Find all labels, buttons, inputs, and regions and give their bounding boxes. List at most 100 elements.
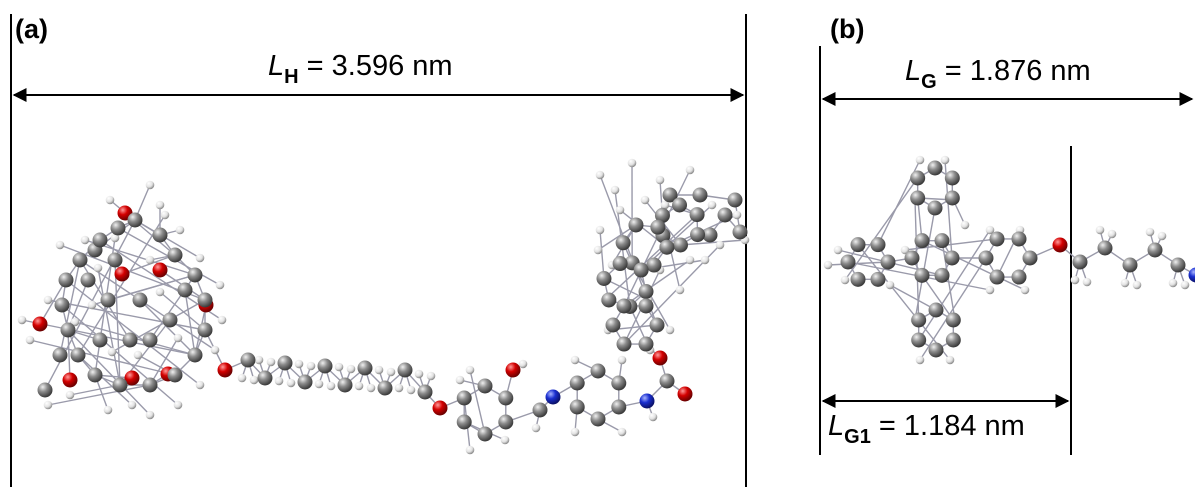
hydrogen-atom bbox=[660, 200, 670, 210]
hydrogen-atom bbox=[655, 175, 665, 185]
panel-b-total-length-label: LG = 1.876 nm bbox=[905, 55, 1091, 93]
carbon-atom bbox=[590, 363, 606, 379]
hydrogen-atom bbox=[960, 220, 970, 230]
hydrogen-atom bbox=[610, 185, 620, 195]
bond bbox=[139, 299, 196, 356]
carbon-atom bbox=[870, 271, 886, 287]
hydrogen-atom bbox=[43, 295, 53, 305]
carbon-atom bbox=[717, 207, 733, 223]
hydrogen-atom bbox=[306, 361, 316, 371]
hydrogen-atom bbox=[840, 275, 850, 285]
oxygen-atom bbox=[124, 370, 140, 386]
bond bbox=[149, 337, 179, 386]
carbon-atom bbox=[60, 322, 76, 338]
hydrogen-atom bbox=[17, 315, 27, 325]
carbon-atom bbox=[944, 170, 960, 186]
hydrogen-atom bbox=[237, 373, 247, 383]
carbon-atom bbox=[690, 227, 706, 243]
hydrogen-atom bbox=[640, 195, 650, 205]
carbon-atom bbox=[654, 207, 670, 223]
carbon-atom bbox=[914, 267, 930, 283]
carbon-atom bbox=[1072, 254, 1088, 270]
hydrogen-atom bbox=[127, 400, 137, 410]
carbon-atom bbox=[672, 237, 688, 253]
hydrogen-atom bbox=[80, 235, 90, 245]
hydrogen-atom bbox=[627, 158, 637, 168]
carbon-atom bbox=[934, 267, 950, 283]
carbon-atom bbox=[612, 256, 628, 272]
bond bbox=[77, 214, 166, 356]
hydrogen-atom bbox=[1095, 225, 1105, 235]
hydrogen-atom bbox=[195, 380, 205, 390]
carbon-atom bbox=[1011, 269, 1027, 285]
carbon-atom bbox=[649, 317, 665, 333]
oxygen-atom bbox=[505, 362, 521, 378]
carbon-atom bbox=[297, 374, 313, 390]
hydrogen-atom bbox=[945, 355, 955, 365]
carbon-atom bbox=[596, 270, 612, 286]
bond bbox=[134, 219, 201, 259]
hydrogen-atom bbox=[570, 427, 580, 437]
carbon-atom bbox=[532, 402, 548, 418]
carbon-atom bbox=[1011, 231, 1027, 247]
bond bbox=[65, 279, 201, 386]
hydrogen-atom bbox=[715, 240, 725, 250]
panel-a-length-label: LH = 3.596 nm bbox=[268, 50, 453, 88]
hydrogen-atom bbox=[294, 359, 304, 369]
carbon-atom bbox=[732, 224, 748, 240]
carbon-atom bbox=[87, 367, 103, 383]
hydrogen-atom bbox=[145, 410, 155, 420]
bond bbox=[921, 274, 954, 321]
carbon-atom bbox=[989, 269, 1005, 285]
carbon-atom bbox=[945, 332, 961, 348]
oxygen-atom bbox=[652, 350, 668, 366]
carbon-atom bbox=[662, 187, 678, 203]
hydrogen-atom bbox=[173, 333, 183, 343]
carbon-atom bbox=[417, 384, 433, 400]
hydrogen-atom bbox=[900, 245, 910, 255]
hydrogen-atom bbox=[274, 376, 284, 386]
bond bbox=[857, 244, 951, 361]
carbon-atom bbox=[477, 378, 493, 394]
hydrogen-atom bbox=[617, 355, 627, 365]
length-symbol: L bbox=[828, 410, 845, 442]
carbon-atom bbox=[702, 227, 718, 243]
nitrogen-atom bbox=[545, 389, 561, 405]
oxygen-atom bbox=[32, 316, 48, 332]
carbon-atom bbox=[1022, 250, 1038, 266]
hydrogen-atom bbox=[1120, 278, 1130, 288]
hydrogen-atom bbox=[985, 225, 995, 235]
carbon-atom bbox=[177, 282, 193, 298]
hydrogen-atom bbox=[414, 369, 424, 379]
hydrogen-atom bbox=[55, 240, 65, 250]
length-value: = 1.876 nm bbox=[936, 55, 1091, 87]
hydrogen-atom bbox=[107, 347, 117, 357]
hydrogen-atom bbox=[648, 412, 658, 422]
carbon-atom bbox=[911, 312, 927, 328]
carbon-atom bbox=[659, 373, 675, 389]
hydrogen-atom bbox=[314, 379, 324, 389]
carbon-atom bbox=[611, 399, 627, 415]
hydrogen-atom bbox=[595, 170, 605, 180]
hydrogen-atom bbox=[160, 210, 170, 220]
hydrogen-atom bbox=[685, 165, 695, 175]
carbon-atom bbox=[257, 370, 273, 386]
hydrogen-atom bbox=[346, 364, 356, 374]
bond bbox=[921, 240, 1026, 291]
bond bbox=[77, 354, 133, 406]
bond bbox=[67, 329, 71, 381]
bond bbox=[914, 207, 936, 321]
bond bbox=[61, 304, 179, 406]
carbon-atom bbox=[1097, 240, 1113, 256]
hydrogen-atom bbox=[110, 233, 120, 243]
hydrogen-atom bbox=[518, 359, 528, 369]
carbon-atom bbox=[569, 399, 585, 415]
hydrogen-atom bbox=[254, 355, 264, 365]
carbon-atom bbox=[52, 347, 68, 363]
hydrogen-atom bbox=[500, 435, 510, 445]
carbon-atom bbox=[456, 390, 472, 406]
carbon-atom bbox=[72, 252, 88, 268]
hydrogen-atom bbox=[455, 375, 465, 385]
carbon-atom bbox=[142, 377, 158, 393]
oxygen-atom bbox=[114, 266, 130, 282]
